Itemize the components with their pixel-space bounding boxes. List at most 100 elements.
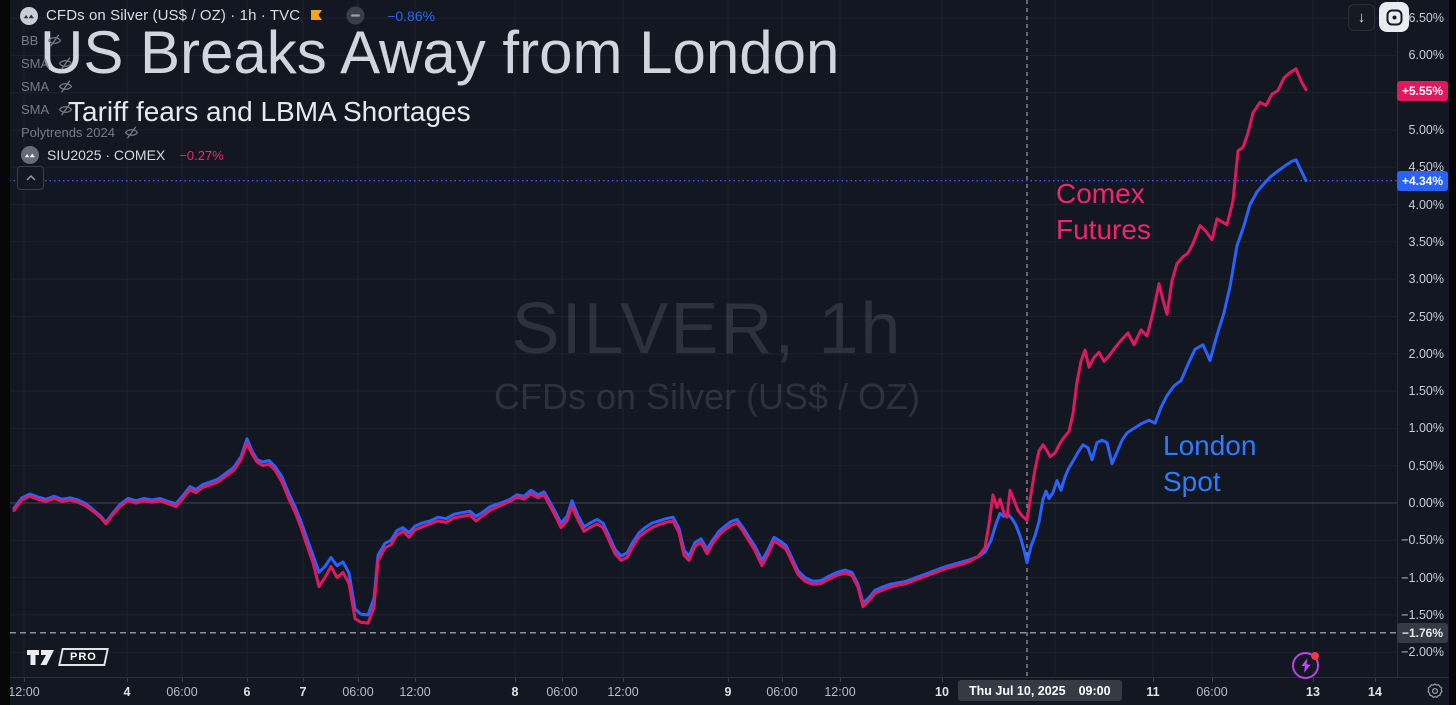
time-axis-tickmark [942,678,943,682]
time-axis-tickmark [303,678,304,682]
pro-badge: PRO [58,648,109,666]
time-axis-tickmark [1375,678,1376,682]
comex-futures-label[interactable]: Comex Futures [1056,178,1151,245]
price-axis-tick: 2.50% [1408,309,1444,324]
indicator-row[interactable]: SMA [21,75,139,98]
price-axis-tick: −1.50% [1401,607,1444,622]
download-button[interactable]: ↓ [1348,4,1375,31]
time-axis-tick: 7 [299,685,307,699]
price-axis[interactable]: 6.50% 6.00% 5.00% 4.50% 4.00% 3.50% 3.00% 2.50%… [1396,0,1449,677]
time-axis-tick: 6 [243,685,251,699]
time-axis-tick: 06:00 [1196,685,1228,699]
price-axis-tick: −1.00% [1401,570,1444,585]
collapse-legend-button[interactable] [17,166,44,190]
symbol-title[interactable]: CFDs on Silver (US$ / OZ) · 1h · TVC [46,7,301,24]
camera-icon [1386,9,1403,26]
boost-button[interactable] [1292,652,1319,679]
symbol-watermark: SILVER, 1h CFDs on Silver (US$ / OZ) [494,288,920,418]
indicator-row[interactable]: Polytrends 2024 [21,121,139,144]
time-axis-tick: 06:00 [166,685,198,699]
time-axis-tickmark [1212,678,1213,682]
time-axis-tick: 12:00 [399,685,431,699]
time-axis-tick: 06:00 [546,685,578,699]
eye-hidden-icon[interactable] [124,125,139,140]
time-axis-tickmark [562,678,563,682]
price-axis-tick: 6.50% [1408,11,1444,26]
tradingview-glyph-icon [27,649,55,666]
time-axis-tick: 10 [935,685,949,699]
time-axis-tickmark [515,678,516,682]
secondary-symbol-legend[interactable]: SIU2025 · COMEX −0.27% [21,146,224,164]
time-axis-tickmark [840,678,841,682]
price-badge: +5.55% [1396,81,1448,102]
crosshair-date: Thu Jul 10, 2025 [969,683,1066,698]
price-badge: −1.76% [1396,622,1448,643]
price-axis-tick: 6.00% [1408,48,1444,63]
main-symbol-legend[interactable]: CFDs on Silver (US$ / OZ) · 1h · TVC −0.… [20,6,435,25]
price-axis-separator [1397,0,1398,677]
crosshair-time-badge: Thu Jul 10, 2025 09:00 [958,680,1122,701]
time-axis-tick: 12:00 [8,685,40,699]
price-axis-tick: 1.00% [1408,421,1444,436]
minus-circle-icon[interactable] [346,6,365,25]
time-axis-tick: 06:00 [342,685,374,699]
time-axis-tickmark [782,678,783,682]
indicator-row[interactable]: BB [21,29,139,52]
comex-futures-line[interactable] [12,67,1308,625]
london-spot-line[interactable] [12,158,1308,617]
secondary-symbol-title[interactable]: SIU2025 · COMEX [47,147,166,163]
indicator-legend-list: BB SMA SMA SMA Polytrends 2024 [21,29,139,144]
indicator-label: SMA [21,56,50,71]
silver-logo-icon [20,6,38,25]
time-axis-tick: 8 [511,685,519,699]
gear-icon[interactable] [1423,679,1447,703]
time-axis-tickmark [415,678,416,682]
time-axis-tickmark [1313,678,1314,682]
secondary-change-percent: −0.27% [179,147,224,163]
silver-logo-icon [21,146,39,164]
crosshair-time: 09:00 [1078,683,1111,698]
chart-note-subtitle[interactable]: Tariff fears and LBMA Shortages [68,96,471,127]
chart-note-title[interactable]: US Breaks Away from London [40,19,840,86]
indicator-label: Polytrends 2024 [21,125,115,140]
time-axis-tick: 12:00 [607,685,639,699]
flag-icon[interactable] [308,8,324,23]
eye-hidden-icon[interactable] [58,102,73,117]
tradingview-logo[interactable]: PRO [27,648,109,666]
notification-dot [1311,652,1319,660]
price-axis-tick: −2.00% [1401,645,1444,660]
right-edge-strip [1449,0,1456,705]
time-axis-tick: 13 [1306,685,1320,699]
eye-hidden-icon[interactable] [47,33,62,48]
screenshot-button[interactable] [1379,2,1409,32]
price-axis-tick: 0.50% [1408,458,1444,473]
time-axis-tickmark [623,678,624,682]
indicator-label: SMA [21,102,50,117]
watermark-symbol: SILVER, 1h [511,289,903,369]
time-axis-tickmark [127,678,128,682]
indicator-label: BB [21,33,39,48]
eye-hidden-icon[interactable] [58,56,73,71]
time-axis-tickmark [728,678,729,682]
price-axis-tick: 1.50% [1408,384,1444,399]
download-icon: ↓ [1357,9,1366,26]
time-axis-tickmark [358,678,359,682]
watermark-description: CFDs on Silver (US$ / OZ) [493,376,921,417]
london-spot-label[interactable]: London Spot [1163,430,1257,497]
time-axis-tick: 12:00 [824,685,856,699]
time-axis-tick: 11 [1146,685,1160,699]
indicator-row[interactable]: SMA [21,98,139,121]
price-axis-tick: 2.00% [1408,346,1444,361]
time-axis[interactable]: Thu Jul 10, 2025 09:00 12:00 4 06:00 6 7 06:0… [8,678,1449,705]
price-badge: +4.34% [1396,170,1448,191]
indicator-label: SMA [21,79,50,94]
left-edge-strip [0,0,10,705]
indicator-row[interactable]: SMA [21,52,139,75]
time-axis-separator [10,677,1449,678]
time-axis-tickmark [24,678,25,682]
lightning-icon [1300,658,1312,673]
eye-hidden-icon[interactable] [58,79,73,94]
price-axis-tick: 3.50% [1408,234,1444,249]
